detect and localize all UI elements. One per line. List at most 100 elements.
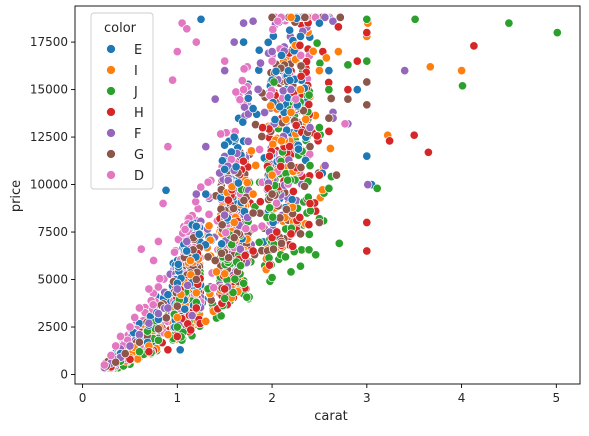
point-h	[469, 41, 479, 51]
point-h	[423, 147, 433, 157]
point-h	[191, 303, 201, 313]
point-d	[220, 56, 230, 66]
legend-label-i: I	[134, 64, 138, 79]
point-j	[269, 77, 279, 87]
point-d	[203, 177, 213, 187]
legend-label-e: E	[134, 43, 142, 58]
point-f	[220, 210, 230, 220]
point-e	[182, 246, 192, 256]
legend-title: color	[104, 21, 137, 36]
point-i	[457, 66, 467, 76]
point-f	[235, 244, 245, 254]
point-g	[276, 238, 287, 248]
point-i	[301, 114, 311, 124]
point-d	[134, 303, 144, 313]
y-tick-label: 10000	[30, 178, 68, 192]
point-i	[295, 85, 306, 95]
point-i	[425, 62, 435, 72]
point-i	[333, 47, 343, 57]
point-d	[209, 283, 219, 293]
point-j	[267, 273, 277, 283]
point-e	[229, 132, 239, 142]
point-j	[236, 261, 246, 271]
point-g	[268, 244, 279, 254]
point-j	[552, 28, 562, 38]
point-e	[276, 50, 287, 60]
point-g	[281, 204, 292, 214]
point-d	[191, 197, 201, 207]
point-h	[295, 40, 305, 50]
point-d	[237, 76, 247, 86]
point-j	[134, 347, 144, 357]
point-j	[314, 123, 324, 133]
point-e	[233, 178, 243, 188]
y-tick-label: 17500	[30, 35, 68, 49]
points-layer	[99, 12, 562, 373]
point-g	[305, 142, 315, 152]
point-g	[224, 253, 234, 263]
point-f	[239, 18, 249, 28]
point-g	[229, 203, 239, 213]
point-h	[409, 130, 419, 140]
point-h	[304, 220, 314, 230]
point-d	[169, 247, 180, 257]
point-f	[278, 86, 288, 96]
point-e	[362, 151, 372, 161]
point-e	[220, 140, 230, 150]
point-j	[304, 90, 314, 100]
point-i	[220, 269, 230, 279]
point-g	[362, 100, 372, 110]
point-e	[220, 164, 230, 174]
point-h	[172, 331, 182, 342]
point-d	[99, 360, 109, 370]
y-axis-label: price	[9, 180, 24, 212]
y-tick-label: 5000	[37, 273, 68, 287]
point-e	[263, 37, 273, 47]
point-f	[187, 311, 197, 321]
point-d	[204, 209, 214, 219]
point-h	[304, 99, 314, 110]
legend-marker-j	[106, 86, 116, 96]
point-h	[264, 151, 275, 161]
point-h	[291, 120, 301, 130]
point-d	[106, 350, 116, 361]
point-h	[343, 85, 353, 95]
point-f	[191, 189, 201, 199]
point-d	[241, 224, 251, 234]
x-tick-label: 0	[79, 391, 87, 405]
point-d	[125, 322, 135, 332]
point-j	[172, 322, 182, 332]
point-e	[191, 221, 201, 231]
point-i	[201, 316, 211, 326]
point-h	[296, 71, 306, 81]
point-d	[239, 64, 249, 74]
point-d	[191, 37, 201, 47]
point-f	[243, 136, 253, 146]
point-i	[276, 136, 287, 146]
point-j	[280, 252, 291, 262]
point-e	[248, 104, 258, 114]
point-f	[210, 94, 220, 104]
x-tick-label: 4	[458, 391, 466, 405]
point-i	[204, 221, 214, 231]
point-e	[352, 85, 362, 95]
point-i	[325, 143, 335, 154]
point-f	[328, 16, 338, 26]
point-i	[163, 330, 173, 340]
point-d	[111, 341, 121, 351]
point-j	[268, 212, 278, 222]
point-h	[385, 136, 395, 146]
point-h	[248, 246, 258, 256]
point-f	[267, 47, 277, 57]
point-i	[185, 256, 195, 266]
point-d	[153, 236, 163, 247]
point-e	[217, 239, 227, 249]
point-i	[286, 107, 296, 117]
point-h	[220, 284, 230, 294]
point-g	[257, 131, 267, 142]
axes-frame	[74, 5, 581, 385]
legend-label-h: H	[134, 106, 144, 121]
point-e	[201, 189, 211, 199]
point-e	[239, 37, 249, 47]
